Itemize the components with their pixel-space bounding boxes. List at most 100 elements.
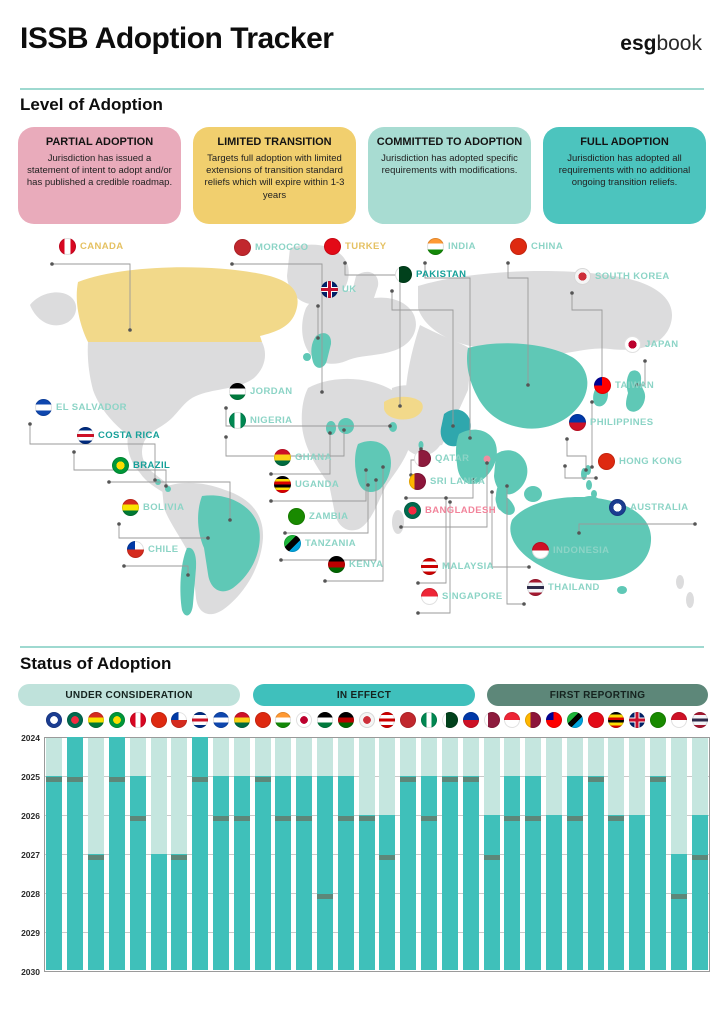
bar-philippines-under-consideration (462, 738, 479, 776)
bar-singapore-under-consideration (504, 738, 521, 776)
bar-qatar-under-consideration (483, 738, 500, 815)
connector-dot (381, 465, 385, 469)
map-label-text: AUSTRALIA (630, 502, 689, 513)
bar-tanzania-under-consideration (566, 738, 583, 776)
connector-dot (577, 531, 581, 535)
map-label-text: UGANDA (295, 479, 340, 490)
bar-morocco-under-consideration (400, 738, 417, 776)
bar-south_korea-first-reporting (358, 816, 375, 821)
world-map-svg (28, 244, 697, 616)
card-limited-transition: LIMITED TRANSITION Targets full adoption… (193, 127, 356, 224)
bar-bolivia-under-consideration (88, 738, 104, 854)
year-label-2029: 2029 (21, 927, 40, 938)
gridline-2027 (44, 854, 710, 855)
uganda-flag-icon (608, 712, 625, 728)
connector-dot (153, 478, 157, 482)
bar-bangladesh-first-reporting (67, 777, 84, 782)
connector-dot (570, 291, 574, 295)
uganda-flag-icon (274, 476, 291, 493)
connector-malaysia (418, 498, 447, 584)
connector-singapore (418, 502, 451, 614)
map-label-text: BRAZIL (133, 460, 171, 471)
connector-jordan (225, 408, 390, 427)
philippines-flag-icon (462, 712, 479, 728)
card-title: FULL ADOPTION (580, 136, 669, 148)
map-label-china: CHINA (510, 238, 563, 255)
map-label-text: COSTA RICA (98, 430, 161, 441)
costa_rica-flag-icon (77, 427, 94, 444)
bar-jordan-under-consideration (317, 738, 333, 776)
nigeria-flag-icon (229, 412, 246, 429)
bar-uk-in-effect (629, 815, 646, 970)
map-label-text: MALAYSIA (442, 561, 494, 572)
bar-chile-first-reporting (171, 855, 188, 860)
connector-dot (468, 436, 472, 440)
map-label-text: GHANA (295, 452, 332, 463)
gridline-2025 (44, 776, 710, 777)
map-label-text: INDIA (448, 241, 476, 252)
connector-dot (374, 478, 378, 482)
map-label-nigeria: NIGERIA (229, 412, 292, 429)
bar-indonesia-in-effect (670, 854, 687, 970)
south_korea-flag-icon (358, 712, 375, 728)
bar-malaysia-first-reporting (379, 855, 396, 860)
connector-dot (72, 450, 76, 454)
bar-zambia-under-consideration (650, 738, 666, 776)
map-label-taiwan: TAIWAN (594, 377, 654, 394)
connector-dot (228, 518, 232, 522)
connector-dot (366, 483, 370, 487)
map-label-text: NIGERIA (250, 415, 293, 426)
map-label-text: TANZANIA (305, 538, 357, 549)
connector-dot (448, 500, 452, 504)
bar-chile-in-effect (171, 854, 188, 970)
connector-dot (28, 422, 32, 426)
indonesia-flag-icon (670, 712, 687, 728)
connector-dot (506, 261, 510, 265)
turkey-flag-icon (587, 712, 604, 728)
australia-flag-icon (609, 499, 626, 516)
map-label-text: TURKEY (345, 241, 387, 252)
map-label-text: PHILIPPINES (590, 417, 654, 428)
map-label-turkey: TURKEY (324, 238, 386, 255)
chart-plot-border (44, 737, 710, 972)
bar-brazil-in-effect (108, 737, 125, 970)
tanzania-flag-icon (284, 535, 301, 552)
logo-book-text: book (656, 32, 702, 55)
connector-dot (590, 400, 594, 404)
bar-indonesia-under-consideration (670, 738, 687, 854)
hong_kong-flag-icon (254, 712, 271, 728)
bar-morocco-in-effect (400, 776, 417, 970)
malaysia-flag-icon (421, 558, 438, 575)
map-label-el_salvador: EL SALVADOR (35, 399, 127, 416)
connector-dot (584, 468, 588, 472)
connector-dot (122, 564, 126, 568)
bar-ghana-in-effect (233, 776, 250, 970)
bar-japan-first-reporting (296, 816, 313, 821)
bar-australia-in-effect (46, 776, 63, 970)
morocco-flag-icon (400, 712, 417, 728)
bar-japan-in-effect (296, 776, 313, 970)
bar-south_korea-under-consideration (358, 738, 375, 815)
canada-flag-icon (129, 712, 146, 728)
map-label-costa_rica: COSTA RICA (77, 427, 160, 444)
bar-uganda-under-consideration (608, 738, 625, 815)
year-label-2025: 2025 (21, 771, 40, 782)
bangladesh-flag-icon (404, 502, 421, 519)
connector-dot (269, 499, 273, 503)
bar-pakistan-in-effect (441, 776, 458, 970)
bar-india-in-effect (275, 776, 292, 970)
bar-nigeria-in-effect (421, 776, 437, 970)
connector-dot (164, 484, 168, 488)
page-title: ISSB Adoption Tracker (20, 22, 334, 55)
indonesia-flag-icon (532, 542, 549, 559)
map-label-philippines: PHILIPPINES (569, 414, 654, 431)
taiwan-flag-icon (545, 712, 562, 728)
level-of-adoption-heading: Level of Adoption (20, 95, 163, 114)
map-label-text: JORDAN (250, 386, 293, 397)
connector-dot (224, 435, 228, 439)
status-legend: UNDER CONSIDERATION IN EFFECT FIRST REPO… (0, 684, 724, 706)
connector-bangladesh (401, 463, 488, 528)
connector-dot (635, 383, 639, 387)
map-label-text: UK (342, 284, 357, 295)
connector-india (424, 263, 471, 438)
